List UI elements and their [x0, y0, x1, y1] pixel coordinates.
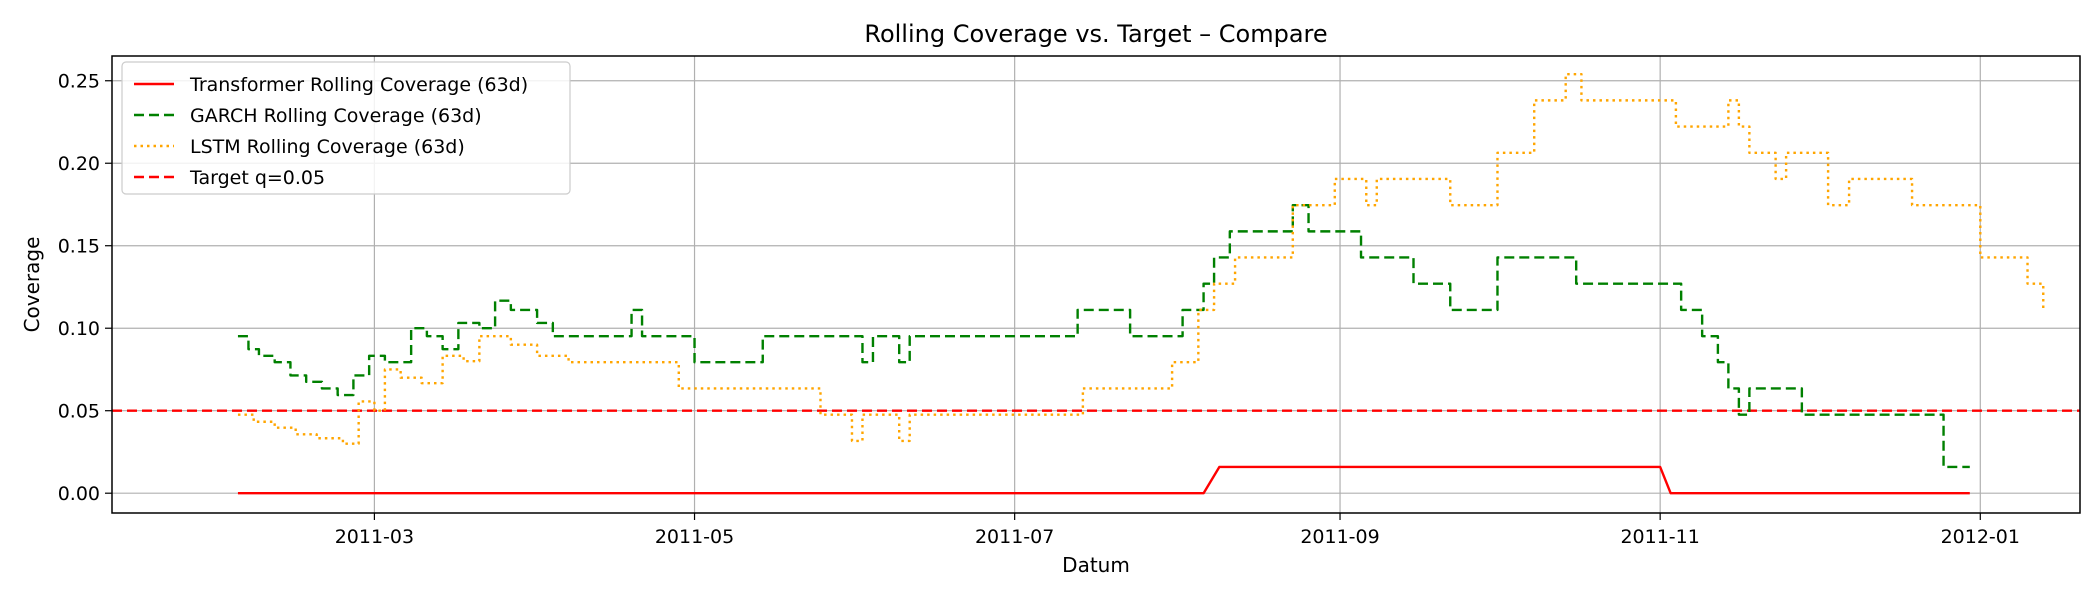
chart-title: Rolling Coverage vs. Target – Compare	[864, 20, 1327, 48]
y-tick-label: 0.05	[58, 401, 100, 423]
legend-label: Target q=0.05	[189, 167, 325, 189]
y-ticks: 0.00 0.05 0.10 0.15 0.20 0.25	[58, 71, 112, 505]
y-tick-label: 0.15	[58, 236, 100, 258]
legend-label: Transformer Rolling Coverage (63d)	[189, 74, 528, 96]
y-tick-label: 0.25	[58, 71, 100, 93]
series-layer	[112, 72, 2080, 495]
series-line-lstm-rolling-coverage-63d	[237, 72, 2045, 445]
y-axis-label: Coverage	[20, 237, 44, 333]
x-tick-label: 2011-11	[1620, 526, 1699, 548]
series-line-transformer-rolling-coverage-63d	[237, 465, 1970, 495]
x-tick-label: 2011-03	[335, 526, 414, 548]
series-line-garch-rolling-coverage-63d	[237, 203, 1970, 469]
x-tick-label: 2012-01	[1941, 526, 2020, 548]
x-axis-label: Datum	[1062, 553, 1130, 577]
x-tick-label: 2011-09	[1300, 526, 1379, 548]
x-tick-label: 2011-07	[975, 526, 1054, 548]
legend-label: GARCH Rolling Coverage (63d)	[190, 105, 482, 127]
x-ticks: 2011-03 2011-05 2011-07 2011-09 2011-11 2012-…	[335, 513, 2020, 548]
legend-box	[121, 61, 571, 195]
y-tick-label: 0.00	[58, 483, 100, 505]
plot-frame	[111, 55, 2081, 514]
legend-label: LSTM Rolling Coverage (63d)	[190, 136, 465, 158]
y-tick-label: 0.20	[58, 153, 100, 175]
y-tick-label: 0.10	[58, 318, 100, 340]
x-tick-label: 2011-05	[655, 526, 734, 548]
legend: Transformer Rolling Coverage (63d) GARCH …	[121, 61, 571, 195]
